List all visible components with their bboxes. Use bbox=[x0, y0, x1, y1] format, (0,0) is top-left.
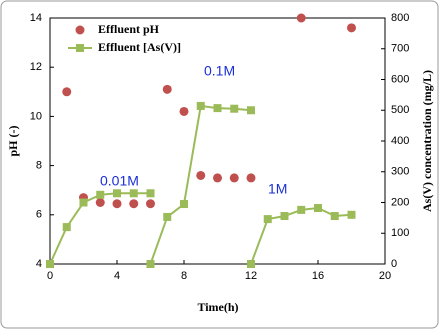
point bbox=[146, 199, 155, 209]
y2-tick-label: 700 bbox=[391, 43, 409, 55]
marker bbox=[263, 215, 272, 224]
point bbox=[162, 84, 172, 94]
marker bbox=[247, 106, 255, 115]
marker bbox=[297, 205, 306, 214]
x-tick-label: 0 bbox=[47, 270, 53, 282]
x-tick-label: 12 bbox=[245, 270, 257, 282]
marker bbox=[330, 212, 339, 221]
marker bbox=[213, 104, 222, 113]
point bbox=[246, 173, 256, 183]
annotation: 1M bbox=[268, 181, 287, 197]
y2-tick-label: 800 bbox=[391, 12, 409, 24]
y2-axis-label: As(V) concentration (mg/L) bbox=[420, 70, 434, 212]
marker bbox=[46, 260, 54, 268]
marker bbox=[347, 210, 356, 219]
marker bbox=[180, 200, 188, 209]
y-axis-label: pH (-) bbox=[6, 126, 20, 157]
marker bbox=[129, 189, 138, 198]
y2-tick-label: 200 bbox=[391, 196, 409, 208]
marker bbox=[163, 212, 172, 221]
marker bbox=[196, 101, 205, 110]
point bbox=[229, 173, 239, 183]
legend-label: Effluent pH bbox=[98, 22, 160, 36]
y2-tick-label: 100 bbox=[391, 227, 409, 239]
point bbox=[213, 173, 222, 183]
point bbox=[196, 170, 206, 180]
legend-swatch bbox=[76, 44, 84, 52]
legend-swatch bbox=[75, 25, 85, 35]
marker bbox=[96, 190, 105, 199]
marker bbox=[62, 223, 71, 232]
marker bbox=[280, 212, 289, 221]
y-tick-label: 8 bbox=[36, 160, 42, 172]
y2-tick-label: 500 bbox=[391, 104, 409, 116]
point bbox=[95, 198, 105, 207]
marker bbox=[146, 260, 155, 268]
annotation: 0.01M bbox=[100, 173, 139, 189]
marker bbox=[79, 198, 88, 207]
point bbox=[129, 199, 139, 209]
point bbox=[62, 87, 72, 97]
x-axis-label: Time(h) bbox=[197, 300, 238, 314]
marker bbox=[113, 189, 121, 198]
y-tick-label: 10 bbox=[30, 110, 42, 122]
y-tick-label: 4 bbox=[36, 258, 42, 270]
y2-tick-label: 0 bbox=[391, 258, 397, 270]
annotation: 0.1M bbox=[204, 63, 235, 79]
marker bbox=[314, 204, 322, 213]
x-tick-label: 4 bbox=[114, 270, 120, 282]
x-tick-label: 20 bbox=[379, 270, 391, 282]
marker bbox=[146, 189, 155, 198]
y2-tick-label: 400 bbox=[391, 135, 409, 147]
point bbox=[112, 199, 122, 209]
y-tick-label: 6 bbox=[36, 209, 42, 221]
y2-tick-label: 600 bbox=[391, 73, 409, 85]
y-tick-label: 14 bbox=[30, 12, 42, 24]
point bbox=[296, 13, 306, 23]
point bbox=[179, 106, 189, 116]
x-tick-label: 8 bbox=[181, 270, 187, 282]
y-tick-label: 12 bbox=[30, 61, 42, 73]
marker bbox=[247, 260, 255, 268]
legend-label: Effluent [As(V)] bbox=[98, 40, 181, 54]
point bbox=[347, 23, 356, 33]
x-tick-label: 16 bbox=[312, 270, 324, 282]
y2-tick-label: 300 bbox=[391, 166, 409, 178]
marker bbox=[230, 104, 239, 113]
